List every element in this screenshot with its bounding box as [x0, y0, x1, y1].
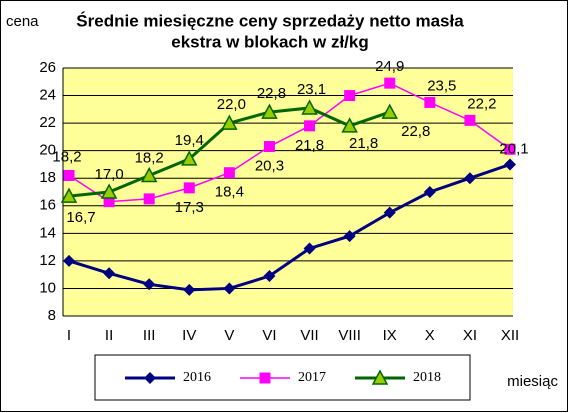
data-label: 23,1	[297, 81, 326, 98]
marker	[100, 183, 118, 199]
data-label: 23,5	[427, 77, 456, 94]
marker	[504, 143, 516, 155]
y-tick-label: 20	[39, 142, 56, 159]
data-label: 18,2	[135, 149, 164, 166]
y-tick-label: 22	[39, 114, 56, 131]
marker	[384, 77, 396, 89]
data-label: 22,2	[467, 95, 496, 112]
y-tick-label: 18	[39, 169, 56, 186]
y-tick-label: 26	[39, 59, 56, 76]
x-tick-label: XII	[501, 327, 519, 344]
x-tick-label: IV	[182, 327, 196, 344]
y-tick-label: 12	[39, 252, 56, 269]
marker	[63, 169, 75, 181]
y-tick-label: 14	[39, 224, 56, 241]
marker	[381, 103, 398, 119]
marker	[371, 369, 389, 385]
data-label: 18,2	[52, 148, 81, 165]
x-tick-label: II	[105, 327, 113, 344]
data-label: 19,4	[175, 132, 204, 149]
x-tick-label: V	[224, 327, 234, 344]
data-label: 17,3	[175, 199, 204, 216]
data-label: 22,8	[257, 85, 286, 102]
x-tick-label: IX	[383, 327, 397, 344]
marker	[304, 120, 316, 132]
marker	[144, 372, 156, 384]
marker	[504, 158, 516, 171]
marker	[303, 242, 316, 255]
data-label: 18,4	[215, 184, 244, 201]
chart-title: ekstra w blokach w zł/kg	[171, 32, 368, 51]
marker	[263, 270, 276, 283]
chart-title: Średnie miesięczne ceny sprzedaży netto …	[76, 11, 464, 30]
marker	[259, 372, 271, 384]
marker	[63, 254, 75, 267]
data-label: 22,8	[401, 123, 430, 140]
marker	[183, 283, 196, 296]
y-tick-label: 10	[39, 279, 56, 296]
marker	[183, 182, 195, 194]
data-label: 22,0	[217, 96, 246, 113]
legend-label: 2017	[298, 370, 326, 385]
marker	[223, 282, 236, 295]
marker	[341, 117, 358, 133]
marker	[423, 186, 436, 198]
series-line	[68, 163, 511, 292]
x-tick-label: XI	[463, 327, 477, 344]
legend-label: 2018	[413, 370, 441, 385]
marker	[181, 150, 198, 166]
data-label: 24,9	[375, 58, 404, 75]
x-tick-label: VI	[262, 327, 276, 344]
marker	[261, 103, 278, 119]
marker	[221, 114, 238, 130]
marker	[344, 90, 356, 102]
y-tick-label: 16	[39, 197, 56, 214]
x-tick-label: I	[67, 327, 71, 344]
legend-label: 2016	[183, 370, 211, 385]
data-label: 16,7	[66, 209, 95, 226]
y-tick-label: 8	[48, 307, 56, 324]
y-axis-label: cena	[6, 13, 39, 30]
marker	[383, 206, 396, 219]
marker	[60, 187, 78, 203]
marker	[464, 114, 476, 126]
x-tick-label: VIII	[338, 327, 361, 344]
x-tick-label: III	[143, 327, 156, 344]
marker	[223, 167, 235, 179]
series-line	[68, 82, 511, 203]
marker	[143, 278, 156, 291]
marker	[301, 99, 318, 115]
marker	[103, 267, 116, 280]
marker	[140, 166, 158, 183]
data-label: 20,3	[255, 158, 284, 175]
x-tick-label: X	[425, 327, 435, 344]
marker	[143, 193, 155, 205]
data-label: 20,1	[499, 140, 528, 157]
data-label: 21,8	[349, 135, 378, 152]
marker	[263, 141, 275, 153]
x-axis-label: miesiąc	[507, 373, 558, 390]
data-label: 17,0	[94, 166, 123, 183]
marker	[463, 172, 476, 185]
x-tick-label: VII	[300, 327, 318, 344]
marker	[343, 230, 356, 243]
marker	[424, 96, 436, 108]
data-label: 21,8	[295, 137, 324, 154]
y-tick-label: 24	[39, 87, 56, 104]
